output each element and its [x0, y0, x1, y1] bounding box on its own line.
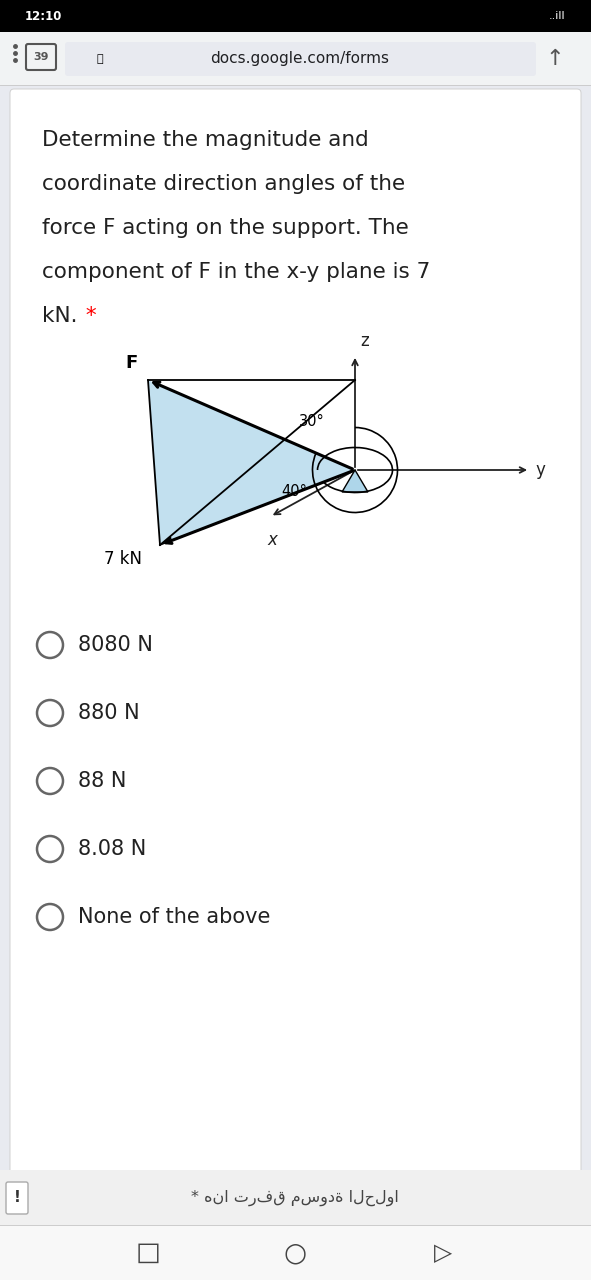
Bar: [0, 1225, 591, 1280]
Text: ○: ○: [284, 1240, 307, 1266]
Polygon shape: [148, 380, 355, 545]
Text: ..ill: ..ill: [548, 12, 565, 20]
Text: ▷: ▷: [434, 1242, 452, 1265]
Text: coordinate direction angles of the: coordinate direction angles of the: [42, 174, 405, 195]
FancyBboxPatch shape: [6, 1181, 28, 1213]
Bar: [0, 32, 591, 84]
Text: 39: 39: [33, 52, 48, 61]
FancyBboxPatch shape: [65, 42, 536, 76]
Bar: [0, 1170, 591, 1225]
Text: docs.google.com/forms: docs.google.com/forms: [210, 51, 389, 67]
Text: component of F in the x-y plane is 7: component of F in the x-y plane is 7: [42, 262, 430, 282]
Text: 8080 N: 8080 N: [78, 635, 153, 655]
FancyBboxPatch shape: [10, 90, 581, 1229]
Text: *: *: [79, 306, 96, 326]
Text: ↑: ↑: [545, 49, 564, 69]
Text: 30°: 30°: [299, 415, 325, 430]
Text: 7 kN: 7 kN: [104, 550, 142, 568]
Text: None of the above: None of the above: [78, 908, 270, 927]
Text: z: z: [360, 332, 369, 349]
Text: kN.: kN.: [42, 306, 77, 326]
Text: Determine the magnitude and: Determine the magnitude and: [42, 131, 369, 150]
Text: 12:10: 12:10: [25, 9, 63, 23]
Text: 40°: 40°: [281, 485, 307, 499]
Text: 880 N: 880 N: [78, 703, 139, 723]
Text: F: F: [126, 355, 138, 372]
Text: 88 N: 88 N: [78, 771, 126, 791]
Bar: [0, 0, 591, 32]
Text: x: x: [267, 531, 277, 549]
Text: * هنا ترفق مسودة الحلوا: * هنا ترفق مسودة الحلوا: [191, 1190, 399, 1206]
Text: 8.08 N: 8.08 N: [78, 838, 146, 859]
Text: 🔒: 🔒: [97, 54, 103, 64]
Text: □: □: [135, 1240, 160, 1266]
Text: y: y: [535, 461, 545, 479]
Text: !: !: [14, 1190, 21, 1206]
Text: force F acting on the support. The: force F acting on the support. The: [42, 218, 409, 238]
Polygon shape: [342, 470, 368, 492]
